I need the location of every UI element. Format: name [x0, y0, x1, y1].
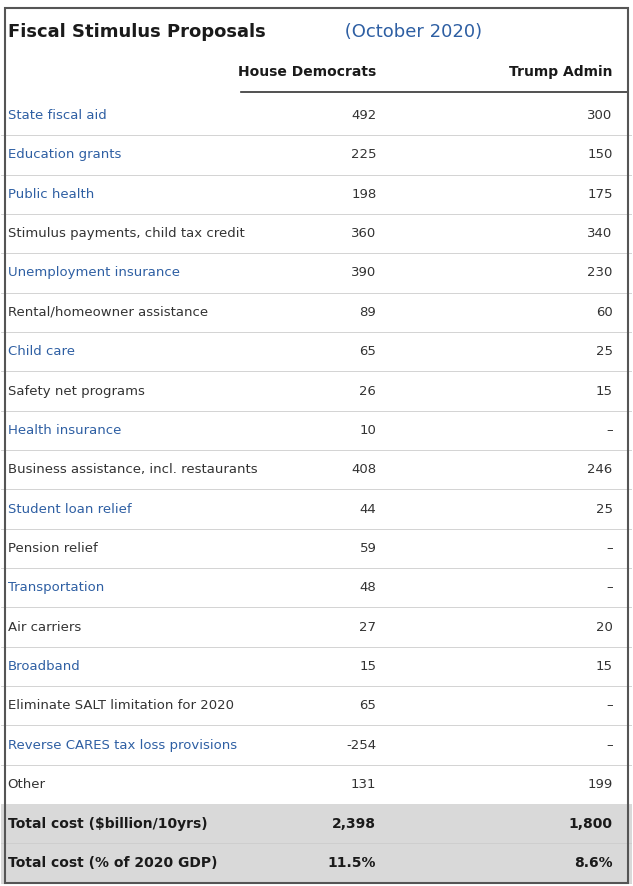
Text: 246: 246 — [587, 463, 613, 476]
Text: –: – — [606, 739, 613, 751]
Text: 300: 300 — [587, 109, 613, 122]
Text: 10: 10 — [360, 424, 377, 437]
Text: 11.5%: 11.5% — [328, 856, 377, 870]
Text: Trump Admin: Trump Admin — [509, 65, 613, 79]
Text: –: – — [606, 581, 613, 595]
Text: 390: 390 — [351, 267, 377, 279]
Text: 360: 360 — [351, 227, 377, 240]
Text: Fiscal Stimulus Proposals: Fiscal Stimulus Proposals — [8, 23, 265, 42]
Text: 15: 15 — [596, 385, 613, 398]
Text: 60: 60 — [596, 306, 613, 319]
Text: 89: 89 — [360, 306, 377, 319]
Text: Other: Other — [8, 778, 46, 791]
Text: 8.6%: 8.6% — [574, 856, 613, 870]
Text: Air carriers: Air carriers — [8, 620, 81, 633]
Text: 65: 65 — [360, 699, 377, 712]
Text: 59: 59 — [360, 542, 377, 555]
Text: 15: 15 — [360, 660, 377, 673]
Text: –: – — [606, 699, 613, 712]
Text: 230: 230 — [587, 267, 613, 279]
Text: 15: 15 — [596, 660, 613, 673]
Text: Eliminate SALT limitation for 2020: Eliminate SALT limitation for 2020 — [8, 699, 234, 712]
Text: Child care: Child care — [8, 346, 75, 358]
Text: Transportation: Transportation — [8, 581, 104, 595]
Text: Health insurance: Health insurance — [8, 424, 121, 437]
Text: 131: 131 — [351, 778, 377, 791]
Text: Total cost ($billion/10yrs): Total cost ($billion/10yrs) — [8, 817, 208, 831]
Text: 20: 20 — [596, 620, 613, 633]
Text: 225: 225 — [351, 149, 377, 161]
Text: -254: -254 — [346, 739, 377, 751]
Text: State fiscal aid: State fiscal aid — [8, 109, 106, 122]
Text: 150: 150 — [587, 149, 613, 161]
Text: Education grants: Education grants — [8, 149, 121, 161]
Text: 25: 25 — [596, 502, 613, 516]
Text: Safety net programs: Safety net programs — [8, 385, 144, 398]
Text: 26: 26 — [360, 385, 377, 398]
Text: 340: 340 — [587, 227, 613, 240]
Text: Unemployment insurance: Unemployment insurance — [8, 267, 180, 279]
Text: Pension relief: Pension relief — [8, 542, 97, 555]
Text: Student loan relief: Student loan relief — [8, 502, 131, 516]
Text: –: – — [606, 424, 613, 437]
Text: 408: 408 — [351, 463, 377, 476]
Text: (October 2020): (October 2020) — [339, 23, 482, 42]
Text: 198: 198 — [351, 188, 377, 201]
Text: Stimulus payments, child tax credit: Stimulus payments, child tax credit — [8, 227, 244, 240]
Text: 199: 199 — [587, 778, 613, 791]
Text: Total cost (% of 2020 GDP): Total cost (% of 2020 GDP) — [8, 856, 217, 870]
Text: 2,398: 2,398 — [332, 817, 377, 831]
Text: Broadband: Broadband — [8, 660, 80, 673]
Text: 175: 175 — [587, 188, 613, 201]
Text: House Democrats: House Democrats — [238, 65, 377, 79]
Bar — [1, 843, 632, 882]
Text: 44: 44 — [360, 502, 377, 516]
Text: Reverse CARES tax loss provisions: Reverse CARES tax loss provisions — [8, 739, 237, 751]
Text: –: – — [606, 542, 613, 555]
Text: 25: 25 — [596, 346, 613, 358]
Text: 65: 65 — [360, 346, 377, 358]
Text: Rental/homeowner assistance: Rental/homeowner assistance — [8, 306, 208, 319]
Text: 492: 492 — [351, 109, 377, 122]
Text: 27: 27 — [360, 620, 377, 633]
Bar — [1, 804, 632, 843]
Text: 1,800: 1,800 — [568, 817, 613, 831]
Text: Business assistance, incl. restaurants: Business assistance, incl. restaurants — [8, 463, 258, 476]
Text: 48: 48 — [360, 581, 377, 595]
Text: Public health: Public health — [8, 188, 94, 201]
